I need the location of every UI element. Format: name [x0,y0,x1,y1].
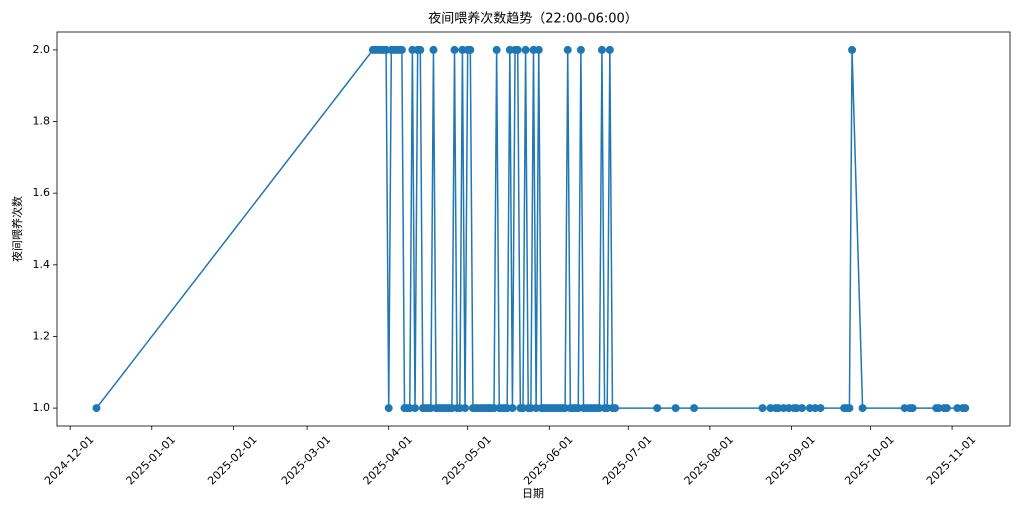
data-point [534,45,543,54]
data-point [858,404,867,413]
data-point [908,404,917,413]
data-point [429,45,438,54]
x-tick-label: 2025-06-01 [521,433,575,487]
data-point [758,404,767,413]
data-point [597,45,606,54]
data-point [563,45,572,54]
data-line [95,49,966,409]
x-tick-label: 2025-10-01 [842,433,896,487]
data-point [961,404,970,413]
x-tick-label: 2025-01-01 [124,433,178,487]
data-point [653,404,662,413]
data-point [521,45,530,54]
x-tick-label: 2024-12-01 [42,433,96,487]
data-point [411,404,420,413]
x-tick-label: 2025-11-01 [924,433,978,487]
data-point [461,404,470,413]
data-point [848,45,857,54]
y-tick-label: 1.6 [33,186,51,199]
y-tick-label: 1.8 [33,115,51,128]
data-point [492,45,501,54]
data-point [576,45,585,54]
x-tick-label: 2025-04-01 [361,433,415,487]
data-point [450,45,459,54]
data-point [942,404,951,413]
data-point [611,404,620,413]
x-tick-label: 2025-02-01 [205,433,259,487]
x-tick-label: 2025-05-01 [440,433,494,487]
data-point [690,404,699,413]
x-tick-label: 2025-09-01 [763,433,817,487]
y-axis-label: 夜间喂养次数 [10,196,24,262]
data-point [845,404,854,413]
data-point [513,45,522,54]
x-tick-label: 2025-03-01 [279,433,333,487]
x-tick-label: 2025-07-01 [600,433,654,487]
y-tick-label: 1.4 [33,258,51,271]
y-tick-label: 2.0 [33,43,51,56]
data-point [816,404,825,413]
data-point [92,404,101,413]
x-axis-label: 日期 [522,487,544,500]
data-point [508,404,517,413]
chart-title: 夜间喂养次数趋势（22:00-06:00） [428,11,638,27]
data-point [384,404,393,413]
x-tick-label: 2025-08-01 [682,433,736,487]
y-tick-label: 1.0 [33,401,51,414]
data-point [416,45,425,54]
data-point [798,404,807,413]
data-point [605,45,614,54]
plot-frame [56,31,1011,427]
data-point [397,45,406,54]
data-point [466,45,475,54]
y-tick-label: 1.2 [33,329,51,342]
data-point [671,404,680,413]
